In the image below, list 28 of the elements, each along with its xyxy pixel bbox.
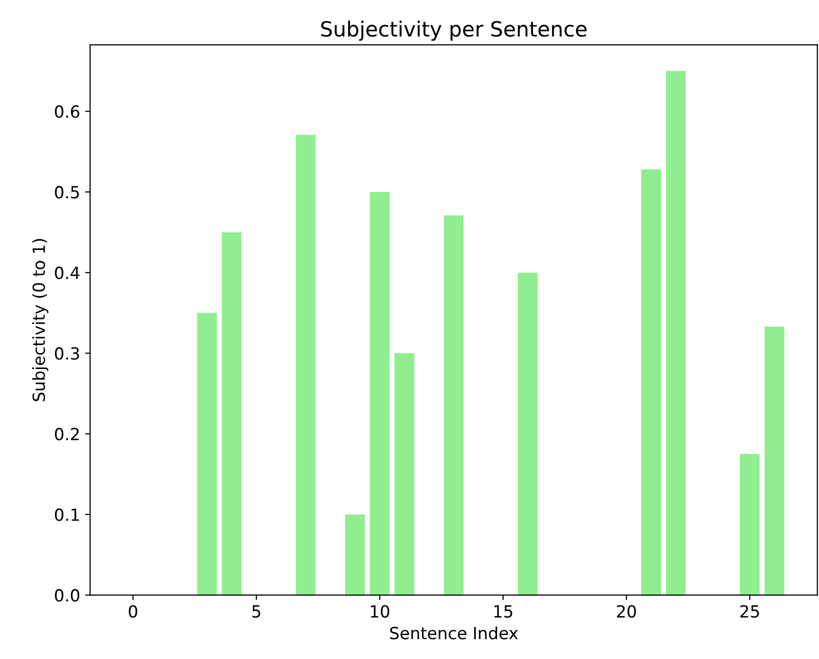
bar xyxy=(740,454,760,596)
x-axis-title: Sentence Index xyxy=(390,626,518,640)
x-tick-label: 5 xyxy=(252,605,260,618)
y-tick-label: 0.1 xyxy=(54,508,79,522)
x-tick-label: 10 xyxy=(370,605,390,618)
bar xyxy=(641,169,661,596)
chart-title: Subjectivity per Sentence xyxy=(321,20,587,41)
bar xyxy=(518,272,538,596)
bar xyxy=(296,134,316,596)
x-tick-label: 25 xyxy=(740,605,759,618)
x-tick-label: 15 xyxy=(494,605,512,618)
y-tick-label: 0.2 xyxy=(54,428,79,440)
y-axis-title: Subjectivity (0 to 1) xyxy=(32,239,48,402)
bar xyxy=(197,312,217,596)
y-tick-label: 0.4 xyxy=(54,266,80,280)
bar xyxy=(222,232,242,596)
y-tick-label: 0.3 xyxy=(54,347,80,360)
bar xyxy=(394,353,414,596)
bar xyxy=(345,514,365,596)
bar xyxy=(370,192,390,596)
y-tick-label: 0.6 xyxy=(54,105,80,118)
bar xyxy=(666,71,686,596)
bar xyxy=(764,326,784,596)
y-tick-label: 0.0 xyxy=(54,589,80,602)
x-tick-label: 0 xyxy=(128,605,138,618)
x-tick-label: 20 xyxy=(617,605,636,618)
y-tick-label: 0.5 xyxy=(54,186,79,199)
bar xyxy=(444,215,464,596)
